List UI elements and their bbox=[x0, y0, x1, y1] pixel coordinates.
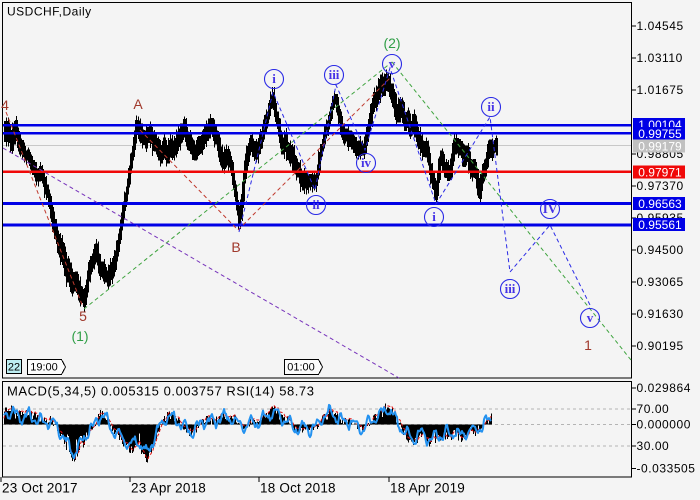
svg-text:MACD(5,34,5) 0.005315 0.003757: MACD(5,34,5) 0.005315 0.003757 RSI(14) 5… bbox=[7, 384, 315, 399]
svg-text:4: 4 bbox=[1, 97, 9, 113]
svg-text:0.97971: 0.97971 bbox=[638, 166, 682, 180]
svg-text:01:00: 01:00 bbox=[287, 362, 315, 374]
svg-text:22: 22 bbox=[8, 362, 20, 374]
svg-text:0.94500: 0.94500 bbox=[637, 243, 684, 257]
svg-text:A: A bbox=[133, 96, 143, 112]
svg-text:18 Oct 2018: 18 Oct 2018 bbox=[260, 481, 336, 496]
svg-text:0.90195: 0.90195 bbox=[637, 339, 684, 353]
svg-text:IV: IV bbox=[543, 201, 558, 216]
svg-text:0.029864: 0.029864 bbox=[637, 381, 691, 395]
svg-text:19:00: 19:00 bbox=[30, 362, 58, 374]
svg-text:0.99755: 0.99755 bbox=[638, 127, 682, 141]
svg-text:23 Oct 2017: 23 Oct 2017 bbox=[2, 481, 78, 496]
svg-text:23 Apr 2018: 23 Apr 2018 bbox=[131, 481, 206, 496]
svg-text:0.97370: 0.97370 bbox=[637, 179, 684, 193]
svg-text:(1): (1) bbox=[71, 328, 88, 344]
svg-text:0.99179: 0.99179 bbox=[638, 140, 682, 154]
svg-text:1.01675: 1.01675 bbox=[637, 83, 684, 97]
svg-text:-0.033505: -0.033505 bbox=[637, 462, 696, 476]
svg-text:5: 5 bbox=[79, 308, 87, 324]
svg-text:v: v bbox=[587, 310, 594, 325]
svg-text:v: v bbox=[389, 56, 396, 71]
svg-text:iv: iv bbox=[361, 155, 372, 170]
svg-text:i: i bbox=[272, 71, 276, 86]
svg-text:ii: ii bbox=[487, 99, 495, 114]
svg-text:70.00: 70.00 bbox=[637, 402, 670, 416]
svg-text:1.03110: 1.03110 bbox=[637, 51, 683, 65]
svg-text:0.000000: 0.000000 bbox=[637, 418, 691, 432]
svg-text:0.95561: 0.95561 bbox=[638, 218, 682, 232]
svg-text:(2): (2) bbox=[383, 35, 400, 51]
svg-text:0.93065: 0.93065 bbox=[637, 275, 684, 289]
svg-text:0.91630: 0.91630 bbox=[637, 307, 684, 321]
svg-text:iii: iii bbox=[505, 281, 516, 296]
svg-text:B: B bbox=[231, 239, 240, 255]
svg-text:1.04545: 1.04545 bbox=[637, 19, 684, 33]
svg-text:USDCHF,Daily: USDCHF,Daily bbox=[7, 5, 92, 19]
svg-text:30.00: 30.00 bbox=[637, 439, 670, 453]
svg-text:0.96563: 0.96563 bbox=[638, 197, 682, 211]
svg-text:ii: ii bbox=[312, 197, 320, 212]
svg-text:i: i bbox=[432, 209, 436, 224]
svg-text:1: 1 bbox=[584, 337, 592, 353]
svg-text:iii: iii bbox=[329, 67, 340, 82]
svg-text:18 Apr 2019: 18 Apr 2019 bbox=[390, 481, 465, 496]
